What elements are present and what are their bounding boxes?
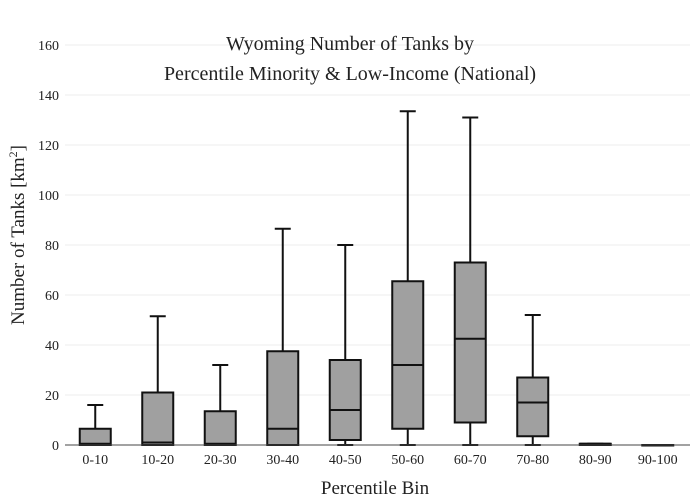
x-tick-label: 70-80 bbox=[516, 453, 549, 468]
box-20-30 bbox=[203, 364, 237, 446]
y-axis-label-end: ] bbox=[8, 145, 29, 151]
y-axis-label-superscript: 2 bbox=[6, 151, 20, 157]
y-tick-label: 120 bbox=[38, 139, 59, 154]
box-60-70 bbox=[453, 116, 487, 446]
chart-title-line-2: Percentile Minority & Low-Income (Nation… bbox=[164, 63, 536, 85]
y-tick-labels: 0 20 40 60 80 100 120 140 160 bbox=[38, 39, 59, 454]
x-tick-label: 10-20 bbox=[141, 453, 174, 468]
x-tick-label: 80-90 bbox=[579, 453, 612, 468]
y-tick-label: 140 bbox=[38, 89, 59, 104]
y-tick-label: 80 bbox=[45, 239, 59, 254]
box-40-50 bbox=[328, 244, 362, 446]
y-tick-label: 40 bbox=[45, 339, 59, 354]
box-rect bbox=[78, 427, 112, 446]
box-30-40 bbox=[266, 227, 300, 446]
chart-title-line-1: Wyoming Number of Tanks by bbox=[226, 33, 474, 55]
box-rect bbox=[141, 391, 175, 446]
y-tick-label: 0 bbox=[52, 439, 59, 454]
box-rect bbox=[453, 261, 487, 424]
x-tick-label: 30-40 bbox=[266, 453, 299, 468]
box-70-80 bbox=[516, 314, 550, 446]
x-axis-label: Percentile Bin bbox=[321, 478, 430, 499]
x-tick-label: 20-30 bbox=[204, 453, 237, 468]
y-tick-label: 60 bbox=[45, 289, 59, 304]
y-axis-label: Number of Tanks [km2] bbox=[6, 145, 29, 325]
x-tick-labels: 0-10 10-20 20-30 30-40 40-50 50-60 60-70 70-80 8… bbox=[82, 453, 677, 468]
x-tick-label: 50-60 bbox=[391, 453, 424, 468]
box-rect bbox=[328, 359, 362, 441]
x-tick-label: 90-100 bbox=[638, 453, 678, 468]
y-tick-label: 160 bbox=[38, 39, 59, 54]
box-rect bbox=[516, 376, 550, 438]
box-10-20 bbox=[141, 315, 175, 446]
y-tick-label: 20 bbox=[45, 389, 59, 404]
box-rect bbox=[266, 350, 300, 446]
box-50-60 bbox=[391, 110, 425, 446]
x-tick-label: 40-50 bbox=[329, 453, 362, 468]
box-rect bbox=[391, 280, 425, 430]
box-0-10 bbox=[78, 404, 112, 446]
y-tick-label: 100 bbox=[38, 189, 59, 204]
y-axis-label-main: Number of Tanks [km bbox=[8, 157, 29, 325]
box-rect bbox=[203, 410, 237, 446]
x-tick-label: 0-10 bbox=[82, 453, 108, 468]
x-tick-label: 60-70 bbox=[454, 453, 487, 468]
gridlines bbox=[65, 44, 690, 396]
